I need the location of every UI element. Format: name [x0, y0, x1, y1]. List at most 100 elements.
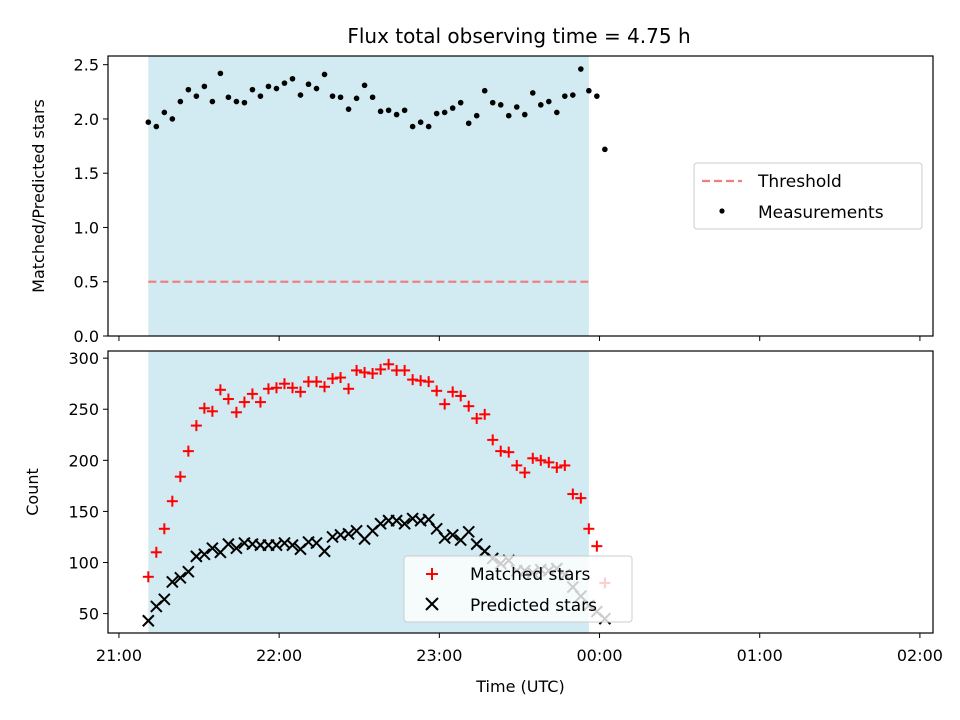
matched-star-marker	[519, 467, 531, 479]
matched-star-marker	[439, 398, 451, 410]
top-panel: 0.0 0.5 1.0 1.5 2.0 2.5 Matched/Predicted sta…	[29, 55, 934, 346]
measurement-points	[145, 66, 608, 153]
matched-star-marker	[463, 400, 475, 412]
matched-star-marker	[262, 383, 274, 395]
matched-star-marker	[246, 388, 258, 400]
measurement-point	[345, 106, 352, 112]
matched-stars-points	[142, 358, 611, 589]
measurement-point	[321, 71, 328, 78]
matched-star-marker	[190, 420, 202, 432]
matched-star-marker	[335, 372, 347, 384]
predicted-star-marker	[342, 527, 355, 541]
matched-star-marker	[383, 358, 395, 370]
matched-star-marker	[206, 405, 218, 417]
measurement-point	[497, 102, 504, 108]
measurement-point	[594, 93, 600, 99]
measurement-point	[457, 99, 464, 106]
matched-star-marker	[375, 363, 387, 375]
matched-star-marker	[238, 396, 250, 408]
predicted-star-marker	[390, 514, 403, 527]
predicted-star-marker	[318, 545, 331, 558]
matched-star-marker	[583, 523, 595, 535]
matched-star-marker	[415, 375, 427, 387]
measurement-point	[537, 102, 544, 108]
predicted-star-marker	[166, 575, 179, 589]
measurement-point	[578, 66, 584, 72]
x-tick-label: 02:00	[897, 646, 943, 665]
measurement-point	[217, 70, 224, 77]
predicted-star-marker	[206, 541, 219, 555]
bottom-y-ticks: 50 100 150 200 250 300	[68, 349, 108, 624]
bottom-legend: Matched stars Predicted stars	[403, 555, 633, 623]
matched-star-marker	[278, 378, 290, 390]
measurement-point	[273, 85, 280, 92]
measurement-point	[177, 98, 184, 105]
measurement-point	[473, 112, 480, 119]
matched-star-marker	[230, 406, 242, 418]
matched-star-marker	[351, 364, 363, 376]
y-tick-label: 150	[68, 502, 99, 521]
measurement-point	[201, 83, 208, 90]
measurement-point	[225, 94, 232, 101]
matched-star-marker	[423, 376, 435, 388]
matched-star-marker	[479, 408, 491, 420]
legend-measurements-label: Measurements	[758, 203, 884, 223]
matched-star-marker	[511, 459, 523, 471]
matched-star-marker	[471, 412, 483, 424]
matched-star-marker	[543, 456, 555, 468]
measurement-point	[369, 94, 376, 101]
measurement-point	[281, 80, 288, 86]
y-tick-label: 200	[68, 451, 99, 470]
top-axes-frame	[107, 55, 934, 337]
x-axis-label: Time (UTC)	[475, 677, 564, 696]
matched-star-marker	[367, 367, 379, 379]
matched-star-marker	[527, 452, 539, 464]
matched-star-marker	[319, 381, 331, 393]
matched-star-marker	[487, 434, 499, 446]
measurement-point	[233, 98, 240, 105]
measurement-point	[305, 81, 312, 88]
bottom-x-ticks: 21:00 22:00 23:00 00:00 01:00 02:00	[96, 633, 943, 665]
y-tick-label: 1.5	[74, 164, 99, 183]
measurement-point	[449, 105, 456, 111]
matched-star-marker	[198, 402, 210, 414]
measurement-point	[546, 98, 552, 105]
measurement-point	[529, 90, 536, 96]
measurement-point	[481, 87, 488, 94]
predicted-star-marker	[374, 517, 387, 530]
y-tick-label: 1.0	[74, 218, 99, 237]
measurement-point	[145, 119, 152, 126]
measurement-point	[161, 109, 168, 116]
matched-star-marker	[150, 546, 162, 558]
top-y-ticks: 0.0 0.5 1.0 1.5 2.0 2.5	[74, 56, 108, 346]
measurement-point	[289, 75, 296, 82]
bottom-y-axis-label: Count	[23, 468, 42, 516]
matched-star-marker	[575, 492, 587, 504]
matched-star-marker	[174, 471, 186, 483]
x-tick-label: 00:00	[576, 646, 622, 665]
predicted-star-marker	[438, 531, 451, 545]
measurement-point	[562, 93, 568, 99]
matched-star-marker	[142, 571, 154, 583]
measurement-point	[153, 123, 160, 130]
measurement-point	[513, 104, 520, 110]
x-tick-label: 21:00	[96, 646, 142, 665]
matched-star-marker	[286, 382, 298, 394]
bottom-panel: 50 100 150 200 250 300 21:00 22:00 23:00 00:00 01…	[23, 349, 943, 696]
top-y-axis-label: Matched/Predicted stars	[29, 99, 48, 293]
measurement-point	[489, 99, 496, 106]
matched-star-marker	[327, 373, 339, 385]
predicted-star-marker	[446, 528, 459, 542]
matched-star-marker	[407, 374, 419, 386]
matched-star-marker	[343, 383, 355, 395]
measurement-point	[353, 95, 360, 102]
measurement-point	[377, 108, 384, 115]
y-tick-label: 50	[79, 605, 99, 624]
chart-title: Flux total observing time = 4.75 h	[347, 24, 690, 48]
predicted-star-marker	[462, 525, 475, 539]
measurement-point	[337, 94, 344, 101]
matched-star-marker	[535, 454, 547, 466]
matched-star-marker	[551, 461, 563, 473]
predicted-star-marker	[198, 548, 211, 561]
